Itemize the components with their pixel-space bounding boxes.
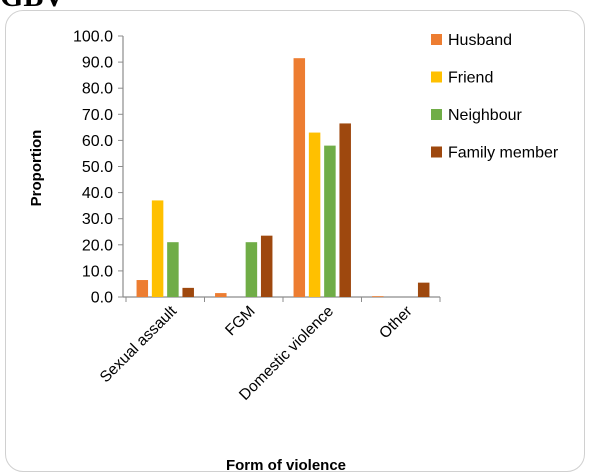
bar-family-member <box>182 287 194 297</box>
legend-label: Family member <box>448 145 559 162</box>
y-tick-label: 100.0 <box>73 29 113 46</box>
legend-swatch <box>431 34 442 45</box>
x-category-label: FGM <box>222 303 258 339</box>
y-tick-label: 80.0 <box>82 81 113 98</box>
legend-swatch <box>431 71 442 83</box>
x-category-label: Sexual assault <box>97 302 181 386</box>
bar-neighbour <box>245 242 258 297</box>
legend-swatch <box>431 146 442 158</box>
y-axis-title: Proportion <box>28 130 45 207</box>
legend-label: Neighbour <box>448 107 523 124</box>
y-tick-label: 0.0 <box>91 290 113 307</box>
bar-neighbour <box>167 242 179 297</box>
legend-label: Husband <box>448 32 512 49</box>
y-tick-label: 90.0 <box>82 55 113 72</box>
bar-husband <box>293 58 306 298</box>
y-tick-label: 30.0 <box>82 211 113 228</box>
y-tick-label: 60.0 <box>82 133 113 150</box>
bar-family-member <box>339 123 351 297</box>
bar-family-member <box>417 282 430 297</box>
bar-husband <box>372 296 384 297</box>
y-tick-label: 20.0 <box>82 237 113 254</box>
legend-label: Friend <box>448 70 493 87</box>
x-axis-title: Form of violence <box>226 457 346 474</box>
bar-husband <box>136 280 149 297</box>
bar-friend <box>308 132 321 297</box>
bar-husband <box>215 293 227 297</box>
y-tick-label: 40.0 <box>82 185 113 202</box>
y-tick-label: 10.0 <box>82 263 113 280</box>
heading-fragment: GBV <box>0 0 65 12</box>
bar-neighbour <box>324 145 336 297</box>
x-category-label: Other <box>376 303 415 342</box>
y-tick-label: 50.0 <box>82 159 113 176</box>
bar-family-member <box>260 235 273 297</box>
bar-friend <box>151 200 164 297</box>
legend-swatch <box>431 109 442 120</box>
y-tick-label: 70.0 <box>82 107 113 124</box>
